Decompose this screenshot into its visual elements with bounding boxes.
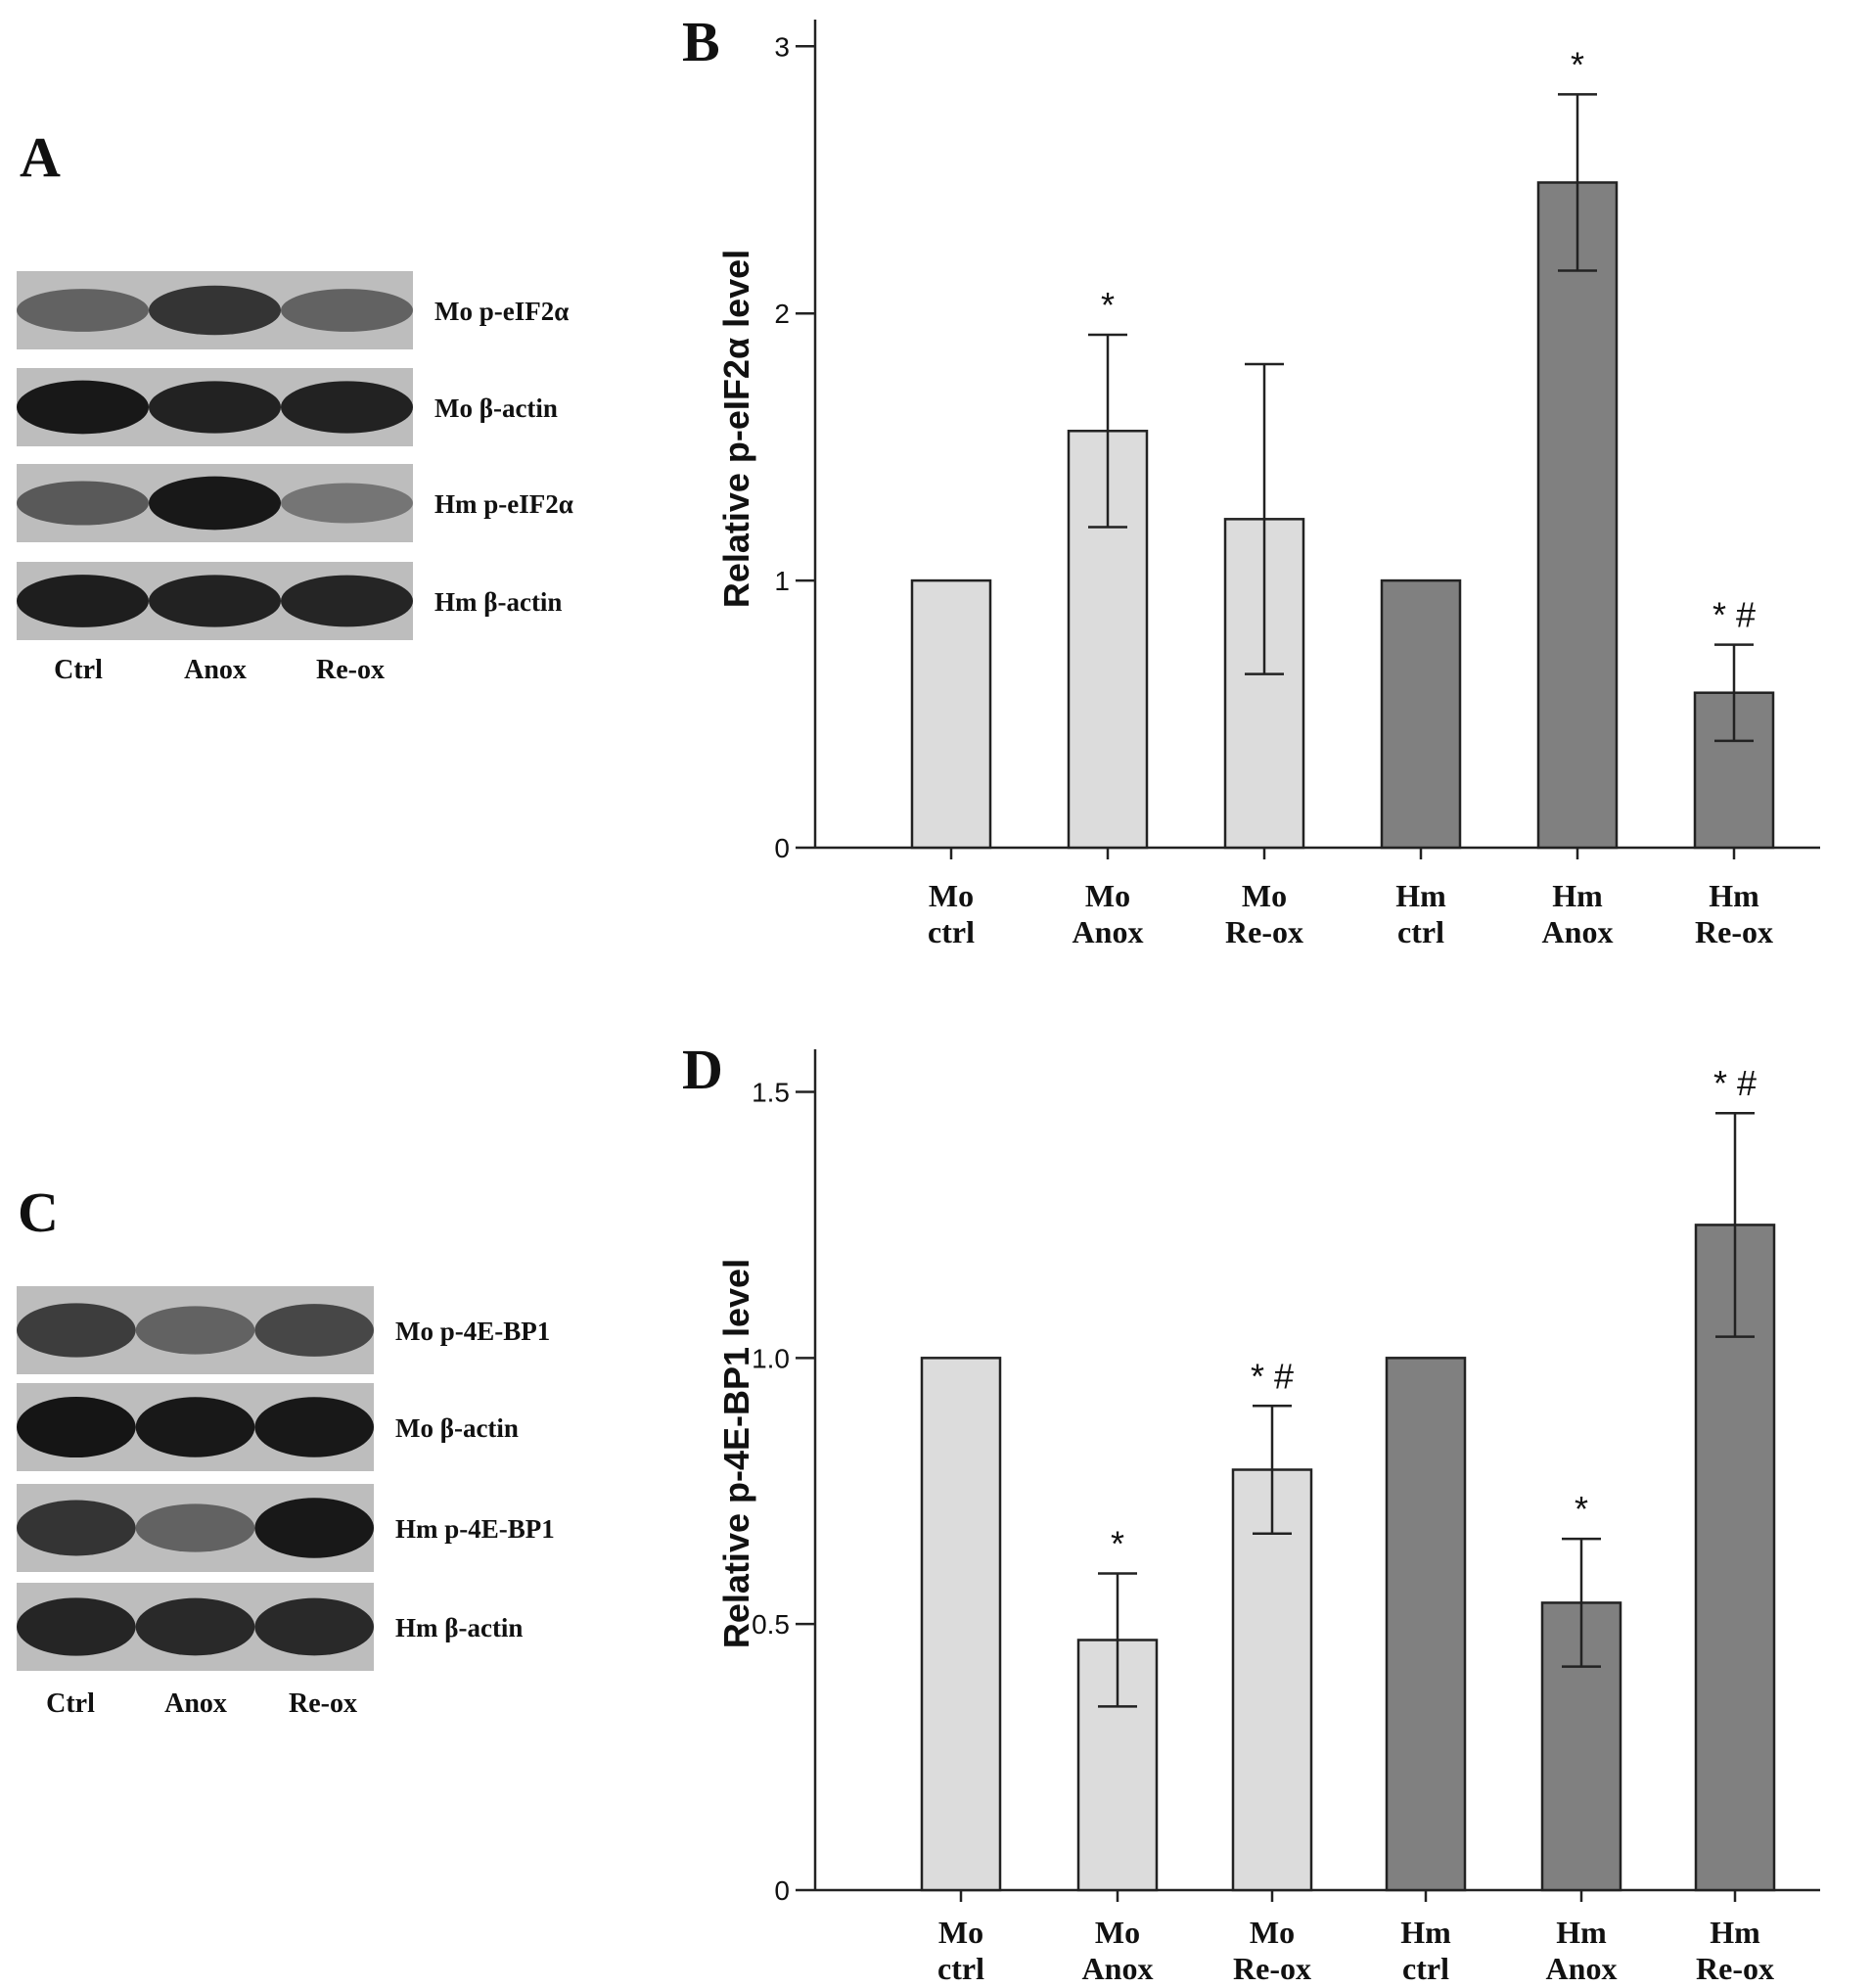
bar: [1380, 578, 1462, 850]
y-tick-label: 1: [774, 566, 790, 596]
blot-row-label: Hm p-eIF2α: [434, 489, 573, 519]
lane-label: Re-ox: [289, 1688, 357, 1719]
panel-letter-b: B: [682, 10, 720, 73]
blot-band: [254, 1397, 374, 1457]
bar: [1385, 1357, 1467, 1892]
bar-chart-d: Relative p-4E-BP1 level 0 0.5 1.0 1.5 Mo ctrl…: [716, 1049, 1820, 1986]
blot-band: [135, 1503, 255, 1552]
x-category-label: Hm Re-ox: [1696, 1915, 1774, 1986]
significance-marker: * #: [1251, 1356, 1294, 1396]
bar-chart-b: Relative p-eIF2α level 0 1 2 3 Mo ctrl * Mo Anox…: [716, 20, 1820, 949]
blot-band: [281, 381, 413, 434]
significance-marker: * #: [1713, 1063, 1757, 1103]
blot-band: [281, 483, 413, 524]
y-axis-title-d: Relative p-4E-BP1 level: [716, 1259, 756, 1648]
blot-band: [17, 481, 149, 526]
blot-band: [149, 476, 281, 531]
x-category-label: Hm Re-ox: [1695, 878, 1773, 949]
blot-band: [281, 575, 413, 627]
lane-label: Anox: [184, 655, 247, 685]
bar: [920, 1357, 1002, 1892]
blot-row-label: Hm β-actin: [395, 1613, 523, 1642]
y-tick-label: 0: [774, 833, 790, 863]
blot-row-label: Mo p-eIF2α: [434, 297, 569, 326]
blot-band: [135, 1397, 255, 1457]
x-category-label: Mo Anox: [1073, 878, 1144, 949]
blot-band: [149, 285, 281, 336]
y-tick-label: 3: [774, 31, 790, 62]
x-category-label: Mo ctrl: [928, 878, 975, 949]
blot-band: [17, 575, 149, 627]
x-category-label: Hm ctrl: [1395, 878, 1446, 949]
lane-label: Anox: [164, 1688, 227, 1719]
lane-label: Ctrl: [46, 1688, 95, 1719]
x-category-label: Hm Anox: [1546, 1915, 1618, 1986]
blot-row-label: Mo β-actin: [395, 1413, 519, 1443]
blot-band: [17, 1396, 136, 1458]
blot-band: [135, 1306, 255, 1355]
blot-band: [17, 380, 149, 435]
blot-band: [17, 1597, 136, 1656]
blot-row: Hm p-4E-BP1: [17, 1484, 555, 1572]
blot-row-label: Mo β-actin: [434, 393, 558, 423]
blot-row: Hm β-actin: [17, 1583, 523, 1671]
bar: [910, 578, 992, 850]
blot-row: Mo β-actin: [17, 368, 558, 446]
blot-row: Hm β-actin: [17, 562, 562, 640]
y-tick-label: 0.5: [752, 1609, 790, 1640]
lane-label: Ctrl: [54, 655, 103, 685]
y-tick-label: 1.0: [752, 1343, 790, 1373]
blot-row-label: Hm β-actin: [434, 587, 562, 617]
y-tick-label: 0: [774, 1875, 790, 1906]
blot-band: [17, 1303, 136, 1358]
x-category-label: Mo Anox: [1082, 1915, 1154, 1986]
panel-letter-a: A: [20, 125, 61, 189]
y-axis-title-b: Relative p-eIF2α level: [716, 250, 756, 608]
significance-marker: * #: [1712, 595, 1756, 635]
bar: [1231, 1468, 1313, 1892]
blot-band: [149, 381, 281, 434]
x-category-label: Hm ctrl: [1400, 1915, 1451, 1986]
blot-row: Mo p-eIF2α: [17, 271, 569, 349]
significance-marker: *: [1575, 1489, 1588, 1529]
blot-band: [254, 1597, 374, 1656]
blot-band: [254, 1498, 374, 1558]
y-tick-label: 2: [774, 299, 790, 329]
western-blot-a: Mo p-eIF2α Mo β-actin Hm p-eIF2α Hm β-actin…: [17, 271, 573, 685]
blot-row-label: Mo p-4E-BP1: [395, 1317, 550, 1346]
blot-band: [254, 1304, 374, 1357]
panel-letter-c: C: [18, 1180, 59, 1244]
blot-row: Mo p-4E-BP1: [17, 1286, 550, 1374]
blot-row: Mo β-actin: [17, 1383, 519, 1471]
western-blot-c: Mo p-4E-BP1 Mo β-actin Hm p-4E-BP1 Hm β-act…: [17, 1286, 555, 1719]
blot-band: [135, 1597, 255, 1656]
panel-letter-d: D: [682, 1038, 723, 1101]
blot-band: [17, 1500, 136, 1556]
significance-marker: *: [1101, 285, 1115, 325]
x-category-label: Hm Anox: [1542, 878, 1614, 949]
lane-label: Re-ox: [316, 655, 385, 685]
significance-marker: *: [1571, 44, 1584, 84]
x-category-label: Mo Re-ox: [1225, 878, 1303, 949]
blot-band: [149, 575, 281, 627]
blot-row: Hm p-eIF2α: [17, 464, 573, 542]
x-category-label: Mo ctrl: [937, 1915, 984, 1986]
significance-marker: *: [1111, 1524, 1124, 1564]
blot-row-label: Hm p-4E-BP1: [395, 1514, 555, 1544]
x-category-label: Mo Re-ox: [1233, 1915, 1311, 1986]
bar: [1536, 181, 1619, 850]
blot-band: [17, 289, 149, 332]
blot-band: [281, 289, 413, 332]
y-tick-label: 1.5: [752, 1077, 790, 1107]
